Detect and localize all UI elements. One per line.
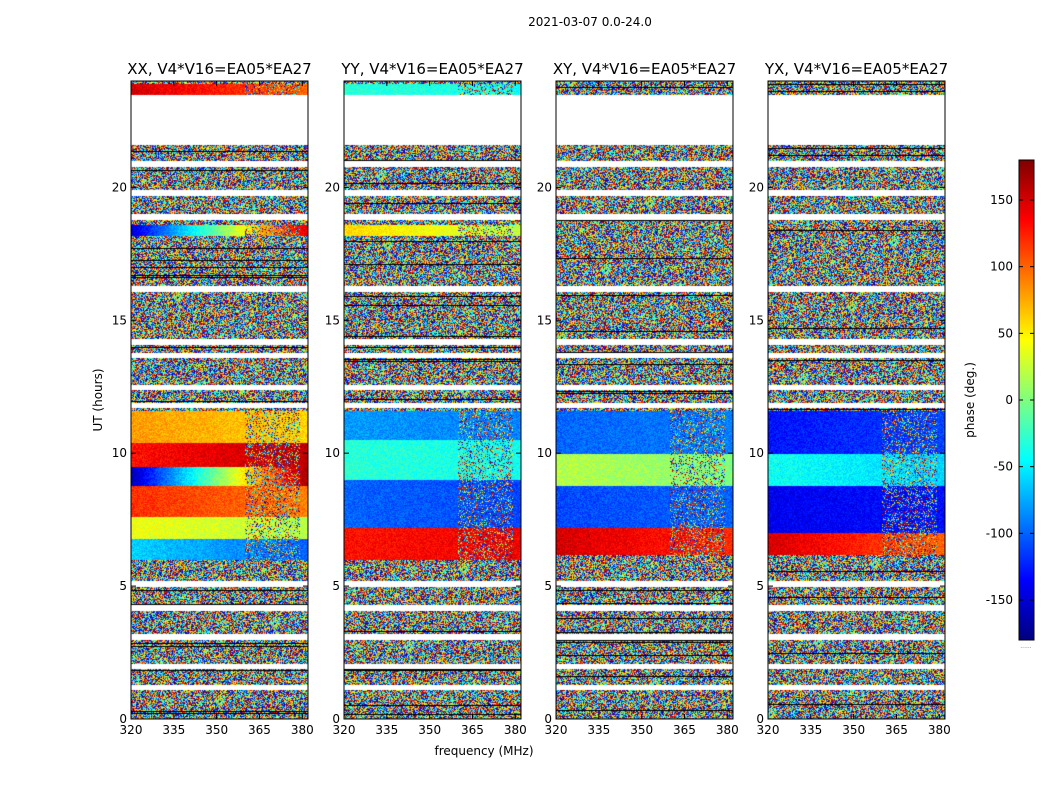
y-tick-label: 10 — [537, 446, 552, 460]
phase-heatmap-3 — [556, 81, 733, 719]
x-tick-label: 380 — [716, 723, 739, 737]
y-tick-label: 0 — [756, 712, 764, 726]
panel-4: YX, V4*V16=EA05*EA27 320 335 350 365 380 0 5 10 1… — [749, 60, 951, 737]
y-tick-label: 15 — [537, 313, 552, 327]
phase-heatmap-4 — [768, 81, 945, 719]
y-tick-label: 20 — [749, 180, 764, 194]
panel-title: XX, V4*V16=EA05*EA27 — [127, 60, 311, 78]
y-tick-label: 5 — [544, 579, 552, 593]
y-tick-label: 0 — [332, 712, 340, 726]
y-tick-label: 15 — [112, 313, 127, 327]
y-tick-label: 20 — [112, 180, 127, 194]
x-tick-label: 365 — [885, 723, 908, 737]
y-tick-label: 20 — [537, 180, 552, 194]
panel-frame — [343, 80, 522, 720]
x-tick-label: 320 — [333, 723, 356, 737]
panel-frame — [130, 80, 309, 720]
panel-title: YX, V4*V16=EA05*EA27 — [764, 60, 948, 78]
x-tick-label: 335 — [162, 723, 185, 737]
y-tick-label: 0 — [119, 712, 127, 726]
x-tick-label: 365 — [673, 723, 696, 737]
x-tick-label: 335 — [375, 723, 398, 737]
x-axis-label: frequency (MHz) — [434, 744, 533, 758]
colorbar-tick-label: -100 — [986, 526, 1013, 540]
x-tick-label: 320 — [120, 723, 143, 737]
colorbar-footnote: ...... — [1020, 643, 1032, 650]
x-tick-label: 350 — [418, 723, 441, 737]
y-tick-label: 10 — [112, 446, 127, 460]
y-axis-label: UT (hours) — [91, 368, 105, 431]
panel-frame — [555, 80, 734, 720]
x-tick-label: 365 — [461, 723, 484, 737]
y-tick-label: 10 — [749, 446, 764, 460]
panel-2: YY, V4*V16=EA05*EA27 320 335 350 365 380 0 5 10 1… — [325, 60, 527, 737]
panel-1: XX, V4*V16=EA05*EA27 320 335 350 365 380 0 5 10 1… — [112, 60, 314, 737]
x-tick-label: 350 — [205, 723, 228, 737]
panel-title: YY, V4*V16=EA05*EA27 — [340, 60, 523, 78]
panel-title: XY, V4*V16=EA05*EA27 — [553, 60, 736, 78]
colorbar-tick-label: 0 — [1005, 393, 1013, 407]
y-tick-label: 5 — [119, 579, 127, 593]
colorbar-tick-label: 150 — [990, 193, 1013, 207]
y-tick-label: 20 — [325, 180, 340, 194]
colorbar: -150 -100 -50 0 50 100 150 — [986, 159, 1035, 641]
x-tick-label: 380 — [504, 723, 527, 737]
colorbar-tick-label: 100 — [990, 260, 1013, 274]
y-tick-label: 0 — [544, 712, 552, 726]
panel-frame — [767, 80, 946, 720]
x-tick-label: 350 — [630, 723, 653, 737]
colorbar-tick-label: -150 — [986, 593, 1013, 607]
panels: XX, V4*V16=EA05*EA27 320 335 350 365 380 0 5 10 1… — [112, 60, 951, 737]
y-tick-label: 10 — [325, 446, 340, 460]
x-tick-label: 350 — [842, 723, 865, 737]
chart-suptitle: 2021-03-07 0.0-24.0 — [528, 15, 652, 29]
x-tick-label: 320 — [757, 723, 780, 737]
y-tick-label: 15 — [749, 313, 764, 327]
x-tick-label: 365 — [248, 723, 271, 737]
y-tick-label: 5 — [756, 579, 764, 593]
phase-heatmap-1 — [131, 81, 308, 719]
colorbar-tick-label: -50 — [993, 460, 1013, 474]
y-tick-label: 15 — [325, 313, 340, 327]
phase-heatmap-2 — [344, 81, 521, 719]
x-tick-label: 380 — [928, 723, 951, 737]
panel-3: XY, V4*V16=EA05*EA27 320 335 350 365 380 0 5 10 1… — [537, 60, 739, 737]
x-tick-label: 335 — [799, 723, 822, 737]
colorbar-tick-label: 50 — [998, 326, 1013, 340]
x-tick-label: 335 — [587, 723, 610, 737]
x-tick-label: 320 — [545, 723, 568, 737]
y-tick-label: 5 — [332, 579, 340, 593]
colorbar-label: phase (deg.) — [963, 362, 977, 438]
x-tick-label: 380 — [291, 723, 314, 737]
